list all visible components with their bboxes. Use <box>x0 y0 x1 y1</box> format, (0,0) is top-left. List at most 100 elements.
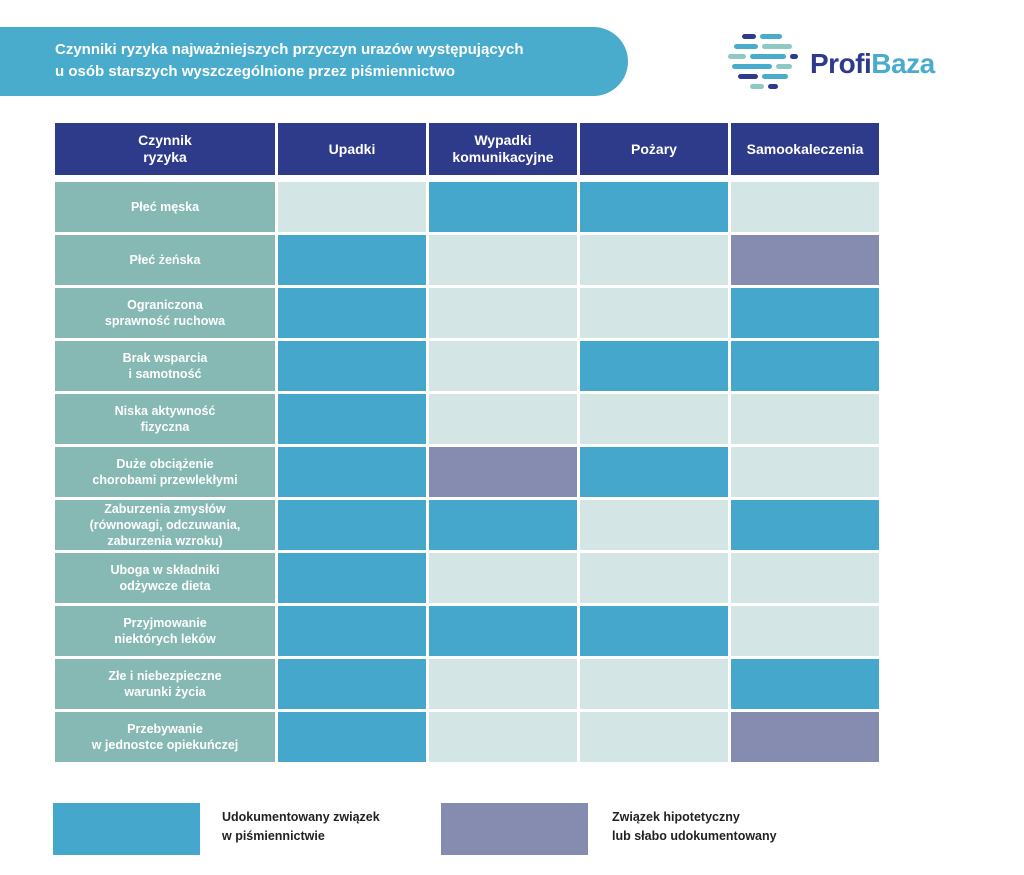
text-line: warunki życia <box>124 685 206 699</box>
legend-hypothetical-label: Związek hipotetyczny lub słabo udokument… <box>612 808 777 846</box>
title-line-2: u osób starszych wyszczególnione przez p… <box>55 63 456 80</box>
association-cell-hypo <box>731 712 879 762</box>
text-line: Przyjmowanie <box>123 616 207 630</box>
association-cell-doc <box>731 288 879 338</box>
association-cell-none <box>429 341 577 391</box>
text-line: Brak wsparcia <box>122 351 208 365</box>
text-line: Niska aktywność <box>114 404 216 418</box>
text-line: chorobami przewlekłymi <box>92 473 238 487</box>
association-cell-doc <box>278 606 426 656</box>
association-cell-doc <box>731 341 879 391</box>
association-cell-hypo <box>731 235 879 285</box>
association-cell-hypo <box>429 447 577 497</box>
legend-hypothetical-line-1: Związek hipotetyczny <box>612 810 740 824</box>
association-cell-doc <box>580 182 728 232</box>
association-cell-doc <box>731 500 879 550</box>
association-cell-none <box>731 606 879 656</box>
logo-mark-icon <box>728 30 800 96</box>
association-cell-none <box>429 659 577 709</box>
text-line: w jednostce opiekuńczej <box>91 738 239 752</box>
risk-factor-table: Czynnik ryzyka Upadki Wypadki komunikacyjne P… <box>52 120 882 765</box>
text-line: Duże obciążenie <box>116 457 214 471</box>
legend-hypothetical-line-2: lub słabo udokumentowany <box>612 829 777 843</box>
risk-factor-label: Złe i niebezpieczne warunki życia <box>55 659 275 709</box>
table-row: Płeć męska <box>55 182 879 232</box>
title-banner: Czynniki ryzyka najważniejszych przyczyn… <box>0 27 628 96</box>
risk-factor-label: Uboga w składniki odżywcze dieta <box>55 553 275 603</box>
association-cell-none <box>429 553 577 603</box>
column-header: Samookaleczenia <box>731 123 879 175</box>
text-line: niektórych leków <box>114 632 216 646</box>
legend-documented-swatch <box>53 803 200 855</box>
legend-documented-line-2: w piśmiennictwie <box>222 829 325 843</box>
text-line: (równowagi, odczuwania, <box>89 518 241 532</box>
association-cell-doc <box>278 712 426 762</box>
table-body: Płeć męska Płeć żeńska Ograniczona sprawnoś… <box>55 178 879 762</box>
text-line: Wypadki <box>474 132 532 148</box>
association-cell-doc <box>278 235 426 285</box>
association-cell-none <box>580 553 728 603</box>
text-line: Płeć żeńska <box>129 253 201 267</box>
association-cell-none <box>580 235 728 285</box>
association-cell-doc <box>580 341 728 391</box>
risk-factor-label: Przyjmowanie niektórych leków <box>55 606 275 656</box>
association-cell-none <box>429 235 577 285</box>
risk-factor-label: Zaburzenia zmysłów (równowagi, odczuwania… <box>55 500 275 550</box>
text-line: ryzyka <box>143 149 187 165</box>
association-cell-none <box>429 712 577 762</box>
association-cell-doc <box>429 500 577 550</box>
association-cell-doc <box>429 606 577 656</box>
table-header-row: Czynnik ryzyka Upadki Wypadki komunikacyjne P… <box>55 123 879 175</box>
text-line: Zaburzenia zmysłów <box>104 502 226 516</box>
association-cell-doc <box>580 606 728 656</box>
association-cell-doc <box>278 394 426 444</box>
risk-factor-label: Płeć męska <box>55 182 275 232</box>
association-cell-none <box>580 394 728 444</box>
risk-factor-label: Ograniczona sprawność ruchowa <box>55 288 275 338</box>
association-cell-none <box>278 182 426 232</box>
association-cell-doc <box>278 447 426 497</box>
table-row: Zaburzenia zmysłów (równowagi, odczuwania… <box>55 500 879 550</box>
association-cell-doc <box>429 182 577 232</box>
association-cell-doc <box>278 553 426 603</box>
table-row: Płeć żeńska <box>55 235 879 285</box>
risk-factor-label: Duże obciążenie chorobami przewlekłymi <box>55 447 275 497</box>
text-line: zaburzenia wzroku) <box>107 534 223 548</box>
text-line: Przebywanie <box>127 722 203 736</box>
text-line: Upadki <box>328 140 376 157</box>
table-row: Brak wsparcia i samotność <box>55 341 879 391</box>
association-cell-none <box>580 288 728 338</box>
text-line: Złe i niebezpieczne <box>108 669 222 683</box>
column-header-factor: Czynnik ryzyka <box>55 123 275 175</box>
text-line: Czynnik <box>138 132 192 148</box>
legend-documented-line-1: Udokumentowany związek <box>222 810 380 824</box>
risk-factor-label: Brak wsparcia i samotność <box>55 341 275 391</box>
title-line-1: Czynniki ryzyka najważniejszych przyczyn… <box>55 41 524 58</box>
header-gap <box>55 178 879 179</box>
text-line: odżywcze dieta <box>119 579 211 593</box>
association-cell-none <box>731 553 879 603</box>
text-line: i samotność <box>128 367 202 381</box>
association-cell-none <box>580 659 728 709</box>
text-line: fizyczna <box>140 420 190 434</box>
association-cell-none <box>731 447 879 497</box>
association-cell-doc <box>278 341 426 391</box>
association-cell-none <box>429 288 577 338</box>
table-row: Złe i niebezpieczne warunki życia <box>55 659 879 709</box>
text-line: Płeć męska <box>130 200 200 214</box>
profibaza-logo: ProfiBaza <box>728 30 968 100</box>
association-cell-none <box>580 500 728 550</box>
table-row: Uboga w składniki odżywcze dieta <box>55 553 879 603</box>
legend-hypothetical-swatch <box>441 803 588 855</box>
text-line: Pożary <box>631 140 677 157</box>
legend-documented-label: Udokumentowany związek w piśmiennictwie <box>222 808 380 846</box>
association-cell-doc <box>278 500 426 550</box>
text-line: Samookaleczenia <box>746 140 864 157</box>
risk-factor-label: Płeć żeńska <box>55 235 275 285</box>
association-cell-doc <box>278 659 426 709</box>
association-cell-doc <box>278 288 426 338</box>
table-row: Ograniczona sprawność ruchowa <box>55 288 879 338</box>
association-cell-doc <box>580 447 728 497</box>
text-line: Ograniczona <box>127 298 203 312</box>
table-row: Duże obciążenie chorobami przewlekłymi <box>55 447 879 497</box>
